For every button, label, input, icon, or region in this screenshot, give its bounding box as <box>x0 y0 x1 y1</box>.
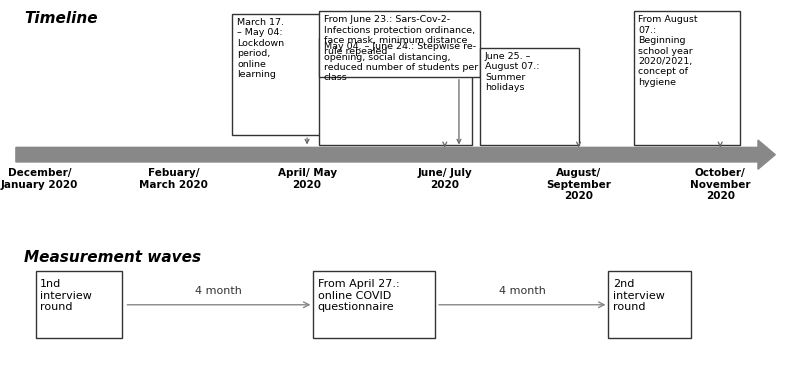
Text: May 04. – June 24.: Stepwise re-
opening, social distancing,
reduced number of s: May 04. – June 24.: Stepwise re- opening… <box>323 42 477 83</box>
Text: Measurement waves: Measurement waves <box>24 250 200 265</box>
Bar <box>313 271 435 338</box>
Bar <box>480 48 577 145</box>
Bar <box>35 271 122 338</box>
Text: From April 27.:
online COVID
questionnaire: From April 27.: online COVID questionnai… <box>318 279 399 312</box>
Text: 1nd
interview
round: 1nd interview round <box>40 279 92 312</box>
Text: June 25. –
August 07.:
Summer
holidays: June 25. – August 07.: Summer holidays <box>484 52 539 92</box>
Text: 4 month: 4 month <box>195 286 242 296</box>
Text: 2nd
interview
round: 2nd interview round <box>612 279 664 312</box>
Bar <box>607 271 690 338</box>
Text: 4 month: 4 month <box>499 286 545 296</box>
Text: June/ July
2020: June/ July 2020 <box>417 168 472 190</box>
FancyArrow shape <box>16 140 775 169</box>
Text: August/
September
2020: August/ September 2020 <box>545 168 610 201</box>
Text: From August
07.:
Beginning
school year
2020/2021,
concept of
hygiene: From August 07.: Beginning school year 2… <box>638 16 697 87</box>
Bar <box>318 38 472 145</box>
Text: Febuary/
March 2020: Febuary/ March 2020 <box>139 168 208 190</box>
Bar <box>232 14 322 135</box>
Text: Timeline: Timeline <box>24 11 97 26</box>
Bar <box>318 11 480 77</box>
Text: From June 23.: Sars-Cov-2-
Infections protection ordinance,
face mask, minimum d: From June 23.: Sars-Cov-2- Infections pr… <box>323 16 474 56</box>
Text: December/
January 2020: December/ January 2020 <box>1 168 78 190</box>
Text: March 17.
– May 04:
Lockdown
period,
online
learning: March 17. – May 04: Lockdown period, onl… <box>237 18 284 79</box>
Text: April/ May
2020: April/ May 2020 <box>277 168 336 190</box>
Bar <box>633 11 739 145</box>
Text: October/
November
2020: October/ November 2020 <box>689 168 750 201</box>
